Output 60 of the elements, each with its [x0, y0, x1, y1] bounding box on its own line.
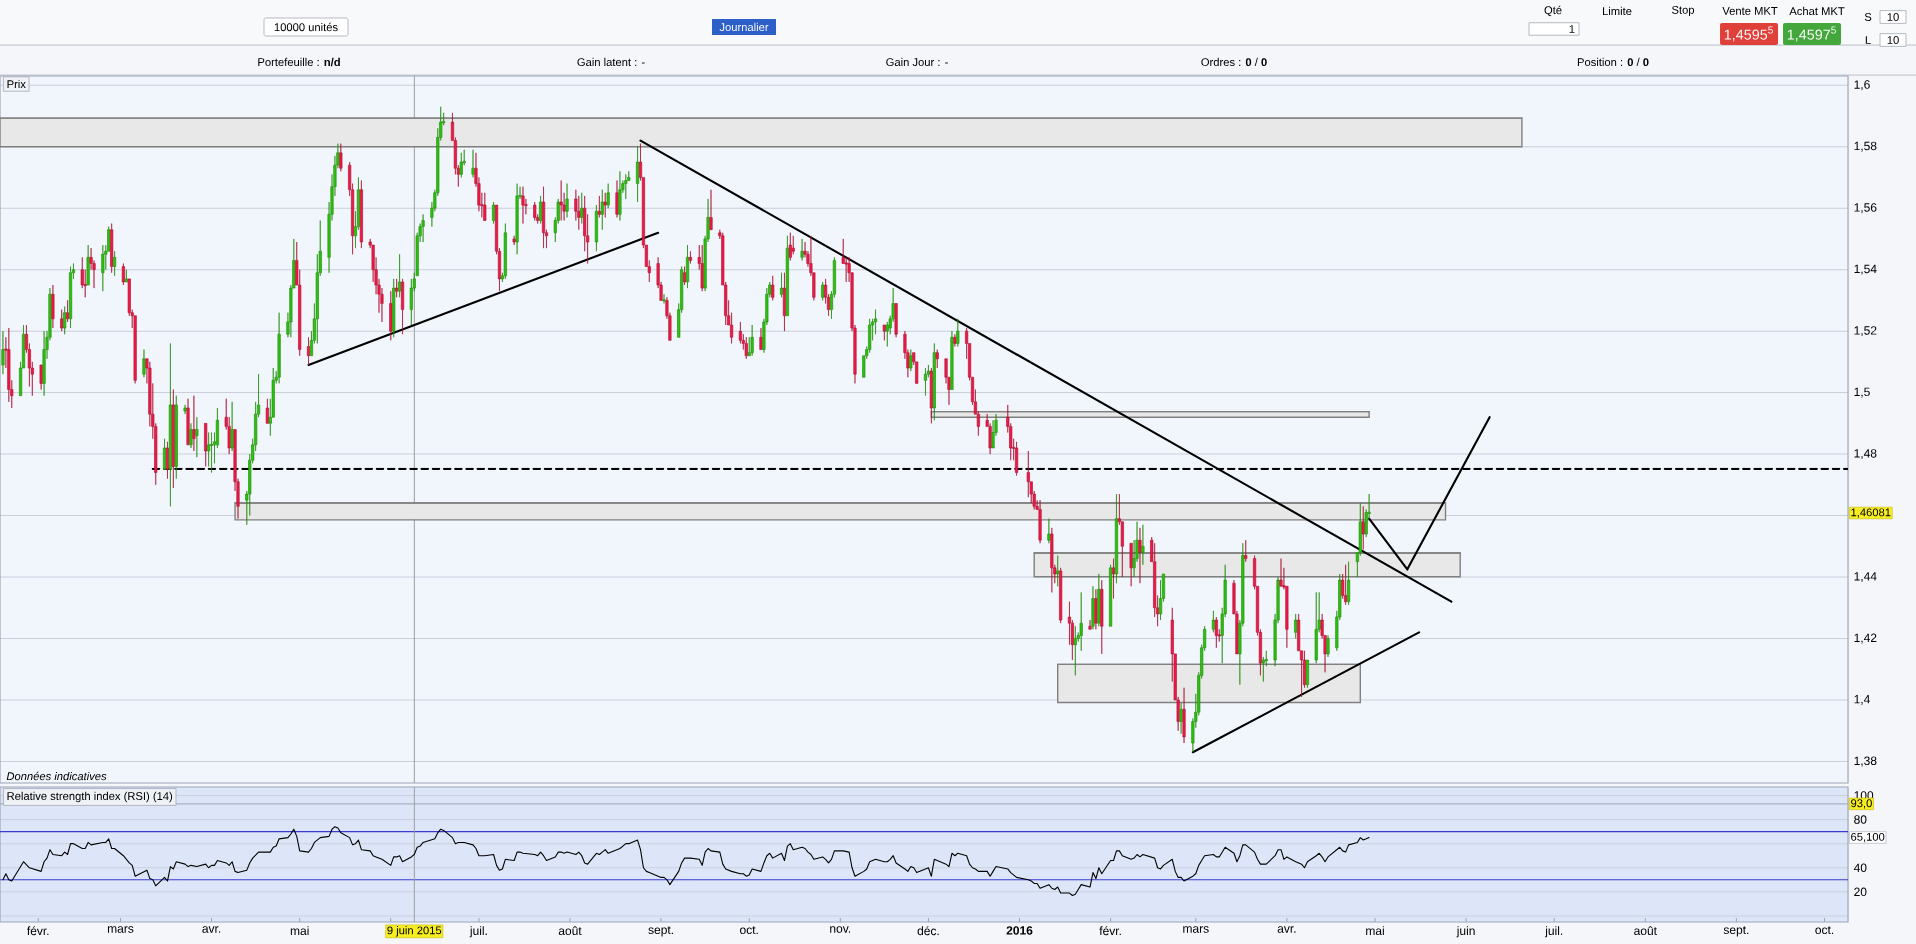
annotation: Prix [7, 79, 26, 89]
y-tick-label: 1,44 [1854, 572, 1877, 582]
x-tick-label: févr. [1099, 926, 1121, 936]
y-tick-label: 1,52 [1854, 326, 1877, 337]
y-tick-label: 80 [1854, 815, 1867, 824]
text: 1,4595$^{5}$ [1724, 26, 1773, 42]
ref-line-label: 9 juin 2015 [387, 926, 442, 937]
x-tick-label: mars [107, 926, 134, 933]
x-tick-label: août [1634, 926, 1657, 936]
text: 10000 unités [274, 22, 338, 32]
text: Limite [1602, 6, 1632, 16]
y-tick-label: 1,4 [1854, 695, 1870, 705]
text: Gain latent : - [577, 57, 645, 67]
text: Gain Jour : - [886, 57, 948, 67]
text: Ordres : 0 / 0 [1201, 57, 1267, 67]
text: 1,46081 [1851, 508, 1891, 518]
x-tick-label: juil. [469, 926, 487, 938]
x-tick-label: mars [1183, 926, 1209, 933]
y-tick-label: 1,6 [1854, 80, 1870, 91]
text: 10 [1887, 13, 1899, 21]
text: Qté [1544, 5, 1562, 17]
x-tick-label: mai [1366, 926, 1384, 936]
annotation: 65,100 [1851, 832, 1885, 843]
y-tick-label: 1,38 [1854, 756, 1877, 767]
text: 1,4597$^{5}$ [1787, 26, 1836, 42]
text: Vente MKT [1722, 7, 1778, 15]
text: Stop [1672, 5, 1695, 17]
x-tick-label: déc. [917, 926, 939, 936]
x-tick-label: avr. [1277, 926, 1296, 933]
annotation: Relative strength index (RSI) (14) [7, 791, 173, 803]
x-tick-label: nov. [830, 926, 851, 933]
x-tick-label: oct. [1815, 926, 1834, 935]
x-tick-label: sept. [648, 926, 673, 937]
y-tick-label: 1,5 [1854, 387, 1870, 398]
x-tick-label: févr. [27, 926, 49, 936]
text: L [1865, 36, 1871, 44]
x-tick-label: mai [290, 926, 309, 936]
x-tick-label: sept. [1723, 926, 1749, 937]
annotation: Données indicatives [6, 771, 107, 781]
x-tick-label: oct. [740, 926, 758, 935]
text: S [1864, 13, 1872, 21]
y-tick-label: 1,42 [1854, 633, 1877, 644]
x-tick-label: 2016 [1006, 926, 1033, 935]
text: Position : 0 / 0 [1577, 57, 1649, 67]
x-tick-label: avr. [202, 926, 221, 933]
y-tick-label: 1,58 [1854, 141, 1877, 152]
x-tick-label: juin [1456, 926, 1475, 938]
y-tick-label: 1,56 [1854, 203, 1877, 214]
text: 10 [1887, 36, 1899, 44]
y-tick-label: 1,48 [1854, 449, 1877, 460]
ref-line-label: 93,0 [1851, 799, 1872, 809]
text: Achat MKT [1789, 6, 1845, 16]
y-tick-label: 40 [1853, 863, 1867, 873]
y-tick-label: 20 [1854, 887, 1867, 897]
y-tick-label: 1,54 [1854, 264, 1877, 275]
text: Portefeuille : n/d [258, 57, 340, 67]
x-tick-label: juil. [1544, 926, 1563, 938]
x-tick-label: août [558, 926, 582, 936]
text: 1 [1569, 25, 1575, 33]
text: Journalier [719, 22, 769, 32]
